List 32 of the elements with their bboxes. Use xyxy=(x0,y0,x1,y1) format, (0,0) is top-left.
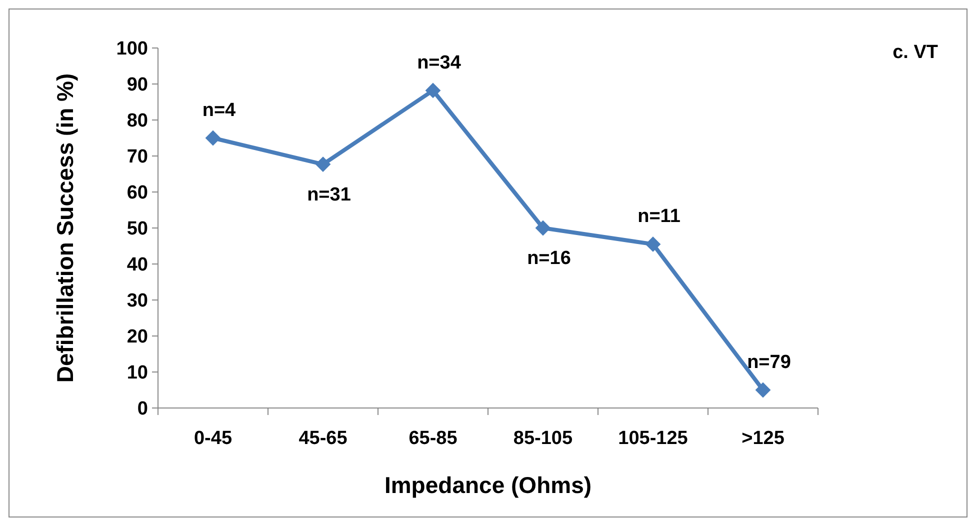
y-tick-label: 70 xyxy=(126,146,148,168)
x-tick-label: 45-65 xyxy=(298,428,348,449)
x-tick-label: 65-85 xyxy=(408,428,458,449)
y-tick-label: 20 xyxy=(126,326,148,348)
y-tick-label: 0 xyxy=(137,398,148,420)
point xyxy=(316,156,330,172)
x-axis-title: Impedance (Ohms) xyxy=(384,472,592,498)
point xyxy=(536,220,550,236)
x-tick-label: >125 xyxy=(742,428,785,449)
y-tick-label: 10 xyxy=(126,362,148,384)
point xyxy=(426,82,440,98)
y-tick-label: 90 xyxy=(126,74,148,96)
x-tick-label: 105-125 xyxy=(618,428,688,449)
annotation: n=34 xyxy=(417,52,462,74)
y-tick-label: 30 xyxy=(126,290,148,312)
y-tick-label: 80 xyxy=(126,110,148,132)
point xyxy=(646,236,660,252)
point xyxy=(756,382,770,398)
annotation: n=11 xyxy=(638,206,681,228)
annotation: n=79 xyxy=(747,352,791,373)
annotation: n=16 xyxy=(527,248,571,269)
y-tick-label: 100 xyxy=(116,38,148,60)
y-tick-label: 60 xyxy=(126,182,148,204)
y-tick-label: 50 xyxy=(126,218,148,240)
y-axis-title: Defibrillation Success (in %) xyxy=(52,73,78,383)
point xyxy=(206,130,220,146)
x-tick-label: 85-105 xyxy=(513,428,574,449)
x-tick-label: 0-45 xyxy=(194,428,232,449)
annotation: n=4 xyxy=(202,100,236,121)
annotation: n=31 xyxy=(307,184,352,206)
y-tick-label: 40 xyxy=(126,254,148,276)
text: c. VT xyxy=(892,42,938,63)
